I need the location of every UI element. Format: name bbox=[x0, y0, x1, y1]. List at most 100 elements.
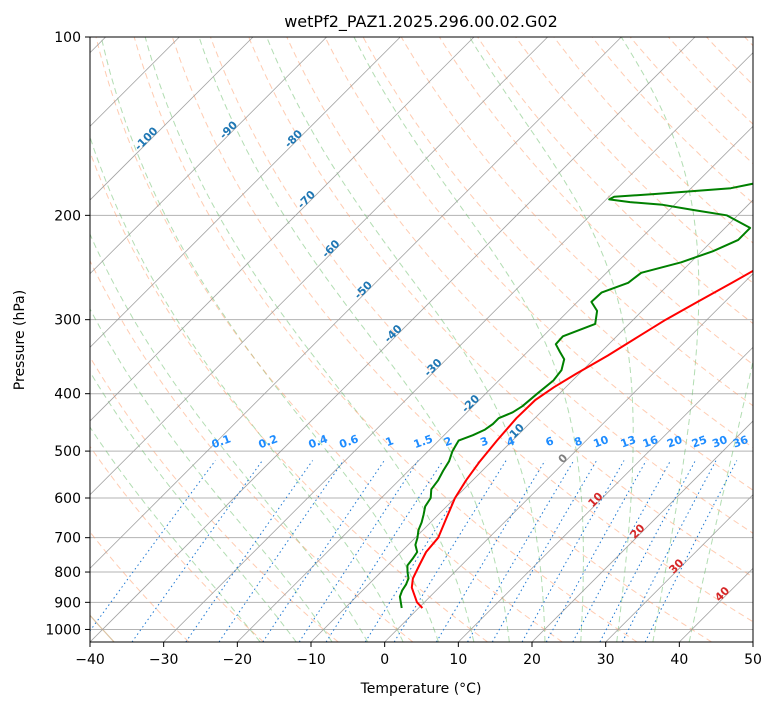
mixing-ratio-label: 1 bbox=[384, 434, 396, 449]
y-tick-label: 200 bbox=[54, 208, 81, 224]
mixing-ratio-label: 30 bbox=[710, 433, 729, 451]
y-tick-label: 500 bbox=[54, 444, 81, 460]
mixing-ratio-label: 4 bbox=[505, 434, 517, 449]
mixing-ratio-label: 6 bbox=[544, 434, 556, 449]
y-tick-label: 600 bbox=[54, 491, 81, 507]
dry-adiabat bbox=[591, 37, 753, 204]
isotherm-line bbox=[90, 37, 475, 422]
isotherm-line bbox=[163, 52, 753, 642]
isotherm-line bbox=[90, 37, 401, 348]
temperature-profile-line bbox=[410, 269, 753, 609]
moist-adiabat bbox=[90, 135, 404, 642]
isotherm-line bbox=[90, 37, 327, 275]
pressure-gridlines bbox=[90, 37, 753, 630]
x-tick-label: 30 bbox=[597, 652, 615, 668]
mixing-ratio-label: 0.2 bbox=[257, 432, 280, 451]
mixing-ratio-label: 0.1 bbox=[210, 432, 233, 451]
x-axis-label: Temperature (°C) bbox=[360, 681, 482, 697]
mixing-ratio-line bbox=[491, 460, 598, 642]
isotherm-line bbox=[458, 346, 753, 642]
isotherm-line bbox=[605, 494, 753, 642]
mixing-ratio-line bbox=[90, 460, 216, 632]
dewpoint-profile-line bbox=[398, 182, 753, 609]
moist-adiabat bbox=[688, 358, 753, 642]
isotherm-line bbox=[384, 273, 753, 642]
x-axis-ticks: −40 −30 −20 −10 0 10 20 30 40 50 bbox=[75, 642, 762, 668]
mixing-ratio-label: 36 bbox=[731, 433, 750, 451]
isotherm-line bbox=[237, 125, 753, 642]
moist-adiabat bbox=[90, 426, 261, 642]
moist-adiabat bbox=[90, 232, 369, 642]
moist-adiabat bbox=[90, 370, 297, 642]
mixing-ratio-label: 16 bbox=[641, 433, 660, 451]
isotherm-line bbox=[531, 420, 753, 642]
dry-adiabat bbox=[400, 37, 753, 407]
dry-adiabat bbox=[629, 37, 753, 165]
mixing-ratio-line bbox=[545, 460, 647, 642]
y-tick-label: 300 bbox=[54, 313, 81, 329]
x-tick-label: −30 bbox=[149, 652, 179, 668]
mixing-ratio-label: 0.6 bbox=[338, 432, 361, 451]
y-tick-label: 900 bbox=[54, 595, 81, 611]
mixing-ratio-line bbox=[185, 460, 314, 642]
mixing-ratio-label: 3 bbox=[478, 434, 490, 449]
dry-adiabat bbox=[171, 37, 712, 642]
moist-adiabat bbox=[198, 37, 510, 642]
y-axis-ticks: 100 200 300 400 500 600 700 800 900 1000 bbox=[45, 30, 90, 638]
moist-adiabats bbox=[90, 37, 753, 642]
x-tick-label: 10 bbox=[449, 652, 467, 668]
isotherms bbox=[90, 37, 753, 642]
y-axis-label: Pressure (hPa) bbox=[12, 290, 28, 390]
x-tick-label: −40 bbox=[75, 652, 105, 668]
moist-adiabat bbox=[266, 37, 546, 642]
moist-adiabat bbox=[90, 308, 333, 642]
mixing-ratio-lines bbox=[90, 460, 738, 642]
mixing-ratio-line bbox=[262, 460, 385, 642]
y-tick-label: 1000 bbox=[45, 622, 81, 638]
x-tick-label: 40 bbox=[670, 652, 688, 668]
moist-adiabat bbox=[353, 37, 584, 642]
isotherm-line bbox=[90, 37, 254, 201]
mixing-ratio-label: 13 bbox=[619, 433, 638, 450]
x-tick-label: 20 bbox=[523, 652, 541, 668]
plot-area: -100 -90 -80-70-60-50-40-30-20-10010203040… bbox=[90, 37, 753, 642]
mixing-ratio-label: 8 bbox=[572, 434, 584, 449]
dry-adiabat bbox=[90, 445, 264, 642]
isotherm-line bbox=[90, 37, 548, 496]
isotherm-line bbox=[90, 37, 696, 642]
y-tick-label: 700 bbox=[54, 531, 81, 547]
profiles bbox=[398, 182, 753, 609]
mixing-ratio-line bbox=[435, 460, 546, 642]
dry-adiabat bbox=[477, 37, 753, 325]
y-tick-label: 800 bbox=[54, 565, 81, 581]
mixing-ratio-line bbox=[521, 460, 625, 642]
x-tick-label: 0 bbox=[380, 652, 389, 668]
chart-title: wetPf2_PAZ1.2025.296.00.02.G02 bbox=[284, 12, 558, 32]
y-tick-label: 400 bbox=[54, 387, 81, 403]
moist-adiabat bbox=[100, 37, 439, 642]
mixing-ratio-label: 25 bbox=[690, 433, 709, 450]
mixing-ratio-label: 1.5 bbox=[412, 432, 435, 451]
dry-adiabat bbox=[248, 37, 753, 578]
isotherm-line bbox=[310, 199, 753, 642]
dry-adiabat bbox=[95, 37, 563, 642]
moist-adiabat bbox=[144, 37, 475, 642]
mixing-ratio-line bbox=[467, 460, 575, 642]
mixing-ratio-line bbox=[218, 460, 344, 642]
dry-adiabat bbox=[90, 259, 414, 642]
mixing-ratio-label: 10 bbox=[592, 433, 611, 451]
x-tick-label: −20 bbox=[223, 652, 253, 668]
mixing-ratio-label: 2 bbox=[442, 434, 454, 449]
dry-adiabat bbox=[515, 37, 753, 284]
mixing-ratio-label: 0.4 bbox=[307, 432, 330, 451]
mixing-ratio-line bbox=[572, 460, 672, 642]
y-tick-label: 100 bbox=[54, 30, 81, 46]
dry-adiabat bbox=[210, 37, 753, 623]
x-tick-label: −10 bbox=[296, 652, 326, 668]
x-tick-label: 50 bbox=[744, 652, 762, 668]
mixing-ratio-label: 20 bbox=[665, 433, 684, 451]
mixing-ratio-line bbox=[131, 460, 263, 642]
plot-frame bbox=[89, 36, 754, 643]
